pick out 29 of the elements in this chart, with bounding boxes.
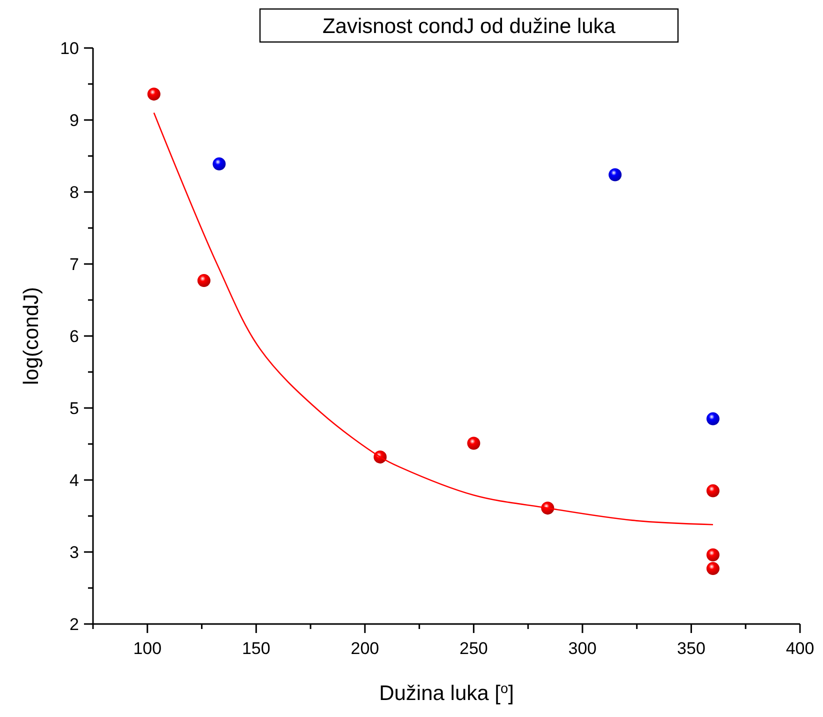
point: [147, 88, 160, 101]
y-tick-label: 8: [70, 183, 79, 202]
point: [212, 157, 226, 170]
y-axis-title: log(condJ): [20, 286, 43, 386]
y-tick-label: 6: [70, 327, 79, 346]
y-tick-label: 2: [70, 615, 79, 634]
x-tick-label: 250: [460, 639, 488, 658]
x-tick-label: 150: [242, 639, 270, 658]
x-tick-label: 350: [677, 639, 706, 658]
point: [706, 562, 720, 576]
y-tick-label: 7: [70, 255, 79, 274]
x-axis-title: Dužina luka [$^{o}$]: [379, 680, 514, 705]
point: [467, 436, 480, 450]
x-tick-label: 400: [786, 639, 814, 658]
x-tick-label: 200: [350, 639, 380, 658]
y-tick-label: 5: [70, 399, 79, 418]
y-tick-label: 4: [70, 471, 79, 490]
point: [706, 484, 720, 498]
x-tick-label: 100: [133, 639, 162, 658]
y-tick-label: 9: [70, 111, 79, 130]
point: [706, 412, 720, 426]
y-tick-label: 10: [60, 39, 79, 58]
chart-title: Zavisnost condJ od dužine luka: [322, 15, 616, 38]
line-series: [153, 112, 714, 526]
y-tick-label: 3: [70, 543, 79, 562]
point: [608, 168, 622, 182]
point: [197, 274, 210, 288]
point: [706, 548, 720, 562]
x-tick-label: 300: [568, 639, 597, 658]
